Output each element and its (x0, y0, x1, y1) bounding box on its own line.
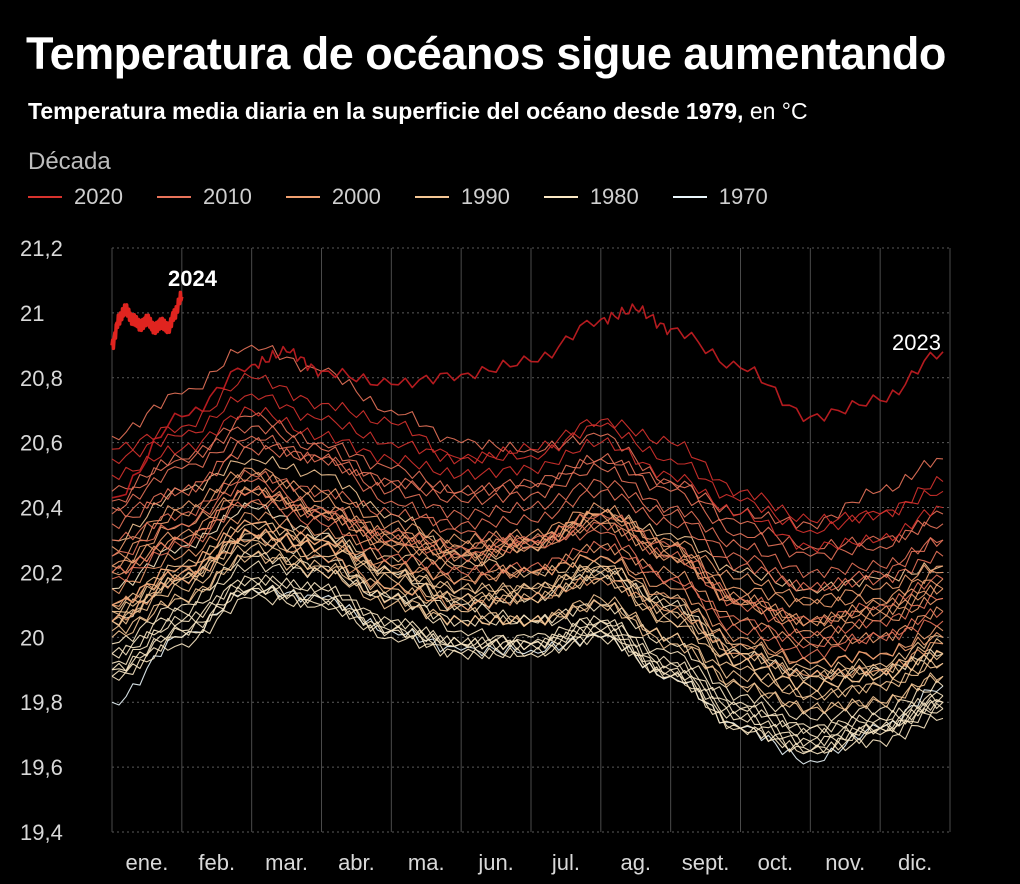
legend-swatch (28, 196, 62, 198)
series-line-2022 (111, 393, 944, 535)
series-line-1991 (111, 522, 944, 701)
series-line-2016 (111, 344, 944, 551)
y-tick-label: 19,6 (20, 755, 63, 780)
series-line-1990 (111, 528, 944, 693)
x-tick-label: mar. (265, 850, 308, 875)
y-tick-label: 20,8 (20, 366, 63, 391)
series-line-2007 (111, 488, 944, 668)
subtitle-main: Temperatura media diaria en la superfici… (28, 98, 744, 124)
legend-label: 2010 (202, 184, 252, 209)
chart-subtitle: Temperatura media diaria en la superfici… (28, 98, 808, 125)
legend-item-1970: 1970 (672, 184, 768, 210)
y-tick-label: 21,2 (20, 236, 63, 261)
x-tick-label: abr. (338, 850, 375, 875)
legend-swatch (156, 196, 191, 198)
series-line-2019 (111, 412, 944, 561)
series-line-1982 (111, 593, 944, 733)
annotation-2023: 2023 (892, 330, 941, 355)
legend: 2020 2010 2000 1990 1980 1970 (28, 184, 802, 210)
x-tick-label: dic. (898, 850, 932, 875)
y-tick-label: 20,6 (20, 431, 63, 456)
x-tick-label: nov. (825, 850, 865, 875)
legend-item-1990: 1990 (414, 184, 510, 210)
x-tick-label: ene. (126, 850, 169, 875)
x-tick-label: jul. (551, 850, 580, 875)
series-line-2023 (111, 303, 944, 499)
series-line-2000 (111, 534, 944, 680)
legend-item-2000: 2000 (285, 184, 381, 210)
series-line-2017 (111, 425, 944, 579)
annotation-2024: 2024 (168, 266, 218, 291)
series-line-1986 (111, 584, 944, 735)
series-line-1989 (111, 551, 944, 722)
legend-label: 1980 (589, 184, 639, 209)
legend-swatch (285, 196, 320, 198)
series-line-1999 (111, 542, 944, 701)
series-line-2024 (110, 290, 184, 351)
legend-swatch (672, 196, 707, 198)
series-line-2011 (111, 498, 944, 660)
legend-swatch (414, 196, 449, 198)
y-tick-label: 21 (20, 301, 44, 326)
x-tick-label: jun. (477, 850, 513, 875)
legend-label: 2020 (74, 184, 123, 209)
x-tick-label: ag. (620, 850, 651, 875)
y-tick-label: 19,8 (20, 690, 63, 715)
legend-swatch (543, 196, 578, 198)
series-line-2012 (111, 485, 944, 640)
y-tick-label: 19,4 (20, 820, 63, 845)
series-line-1981 (111, 582, 944, 754)
legend-item-1980: 1980 (543, 184, 639, 210)
y-tick-label: 20,2 (20, 560, 63, 585)
series-line-1979 (111, 584, 944, 765)
y-tick-label: 20 (20, 625, 44, 650)
x-tick-label: oct. (758, 850, 793, 875)
legend-item-2020: 2020 (28, 184, 123, 210)
series-line-2013 (111, 477, 944, 625)
series-line-2020 (111, 372, 944, 525)
series-line-1985 (111, 586, 944, 755)
x-tick-label: sept. (682, 850, 730, 875)
series-line-2018 (111, 437, 944, 592)
y-tick-label: 20,4 (20, 496, 63, 521)
legend-item-2010: 2010 (156, 184, 252, 210)
legend-label: 2000 (331, 184, 381, 209)
subtitle-unit: en °C (743, 98, 808, 124)
legend-title: Década (28, 148, 111, 175)
legend-label: 1970 (718, 184, 768, 209)
x-tick-label: feb. (198, 850, 235, 875)
x-tick-label: ma. (408, 850, 445, 875)
series-line-2021 (111, 406, 944, 553)
chart-title: Temperatura de océanos sigue aumentando (26, 28, 946, 79)
series-line-2015 (111, 444, 944, 530)
legend-label: 1990 (460, 184, 510, 209)
